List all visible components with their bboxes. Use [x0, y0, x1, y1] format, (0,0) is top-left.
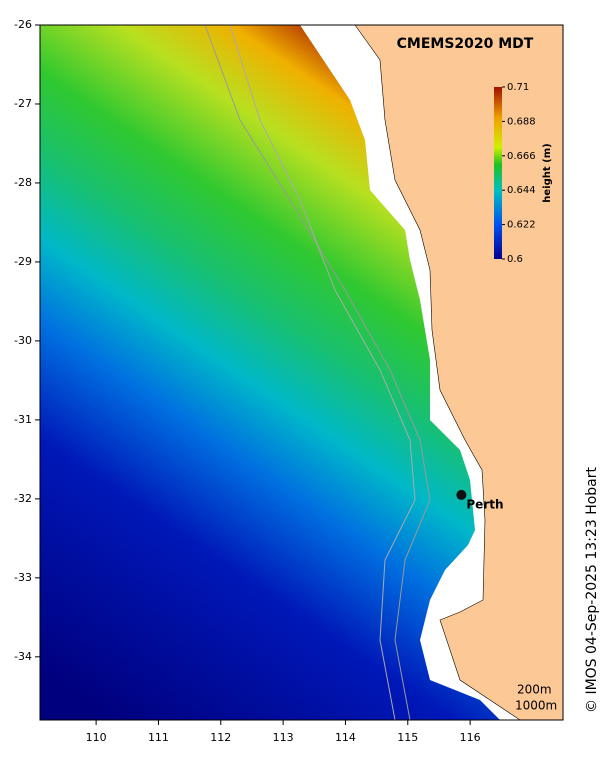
- colorbar-tick-label: 0.71: [507, 82, 529, 93]
- y-tick-label: -28: [14, 176, 32, 189]
- place-label: Perth: [466, 497, 503, 511]
- isobath-200m: [204, 24, 431, 721]
- x-tick-label: 112: [210, 731, 231, 744]
- plot-frame: [39, 24, 564, 721]
- y-tick-label: -34: [14, 650, 32, 663]
- contour-legend: 200m: [517, 683, 552, 697]
- colorbar-label: height (m): [542, 143, 553, 202]
- map-title: CMEMS2020 MDT: [397, 36, 534, 52]
- y-tick-label: -30: [14, 334, 32, 347]
- colorbar-tick-label: 0.666: [507, 151, 536, 162]
- credit: © IMOS 04-Sep-2025 13:23 Hobart: [584, 466, 600, 713]
- mdt-field: [40, 25, 500, 720]
- y-tick-label: -33: [14, 571, 32, 584]
- x-tick-label: 115: [397, 731, 418, 744]
- y-tick-label: -27: [14, 97, 32, 110]
- colorbar-tick-label: 0.6: [507, 254, 523, 265]
- y-tick-label: -32: [14, 492, 32, 505]
- colorbar: [494, 87, 502, 259]
- x-tick-label: 114: [335, 731, 356, 744]
- y-tick-label: -31: [14, 413, 32, 426]
- land: [354, 24, 564, 721]
- colorbar-tick-label: 0.644: [507, 185, 536, 196]
- place-marker: [456, 489, 467, 500]
- x-tick-label: 111: [148, 731, 169, 744]
- isobath-1000m: [229, 24, 416, 721]
- colorbar-tick-label: 0.622: [507, 220, 536, 231]
- colorbar-tick-label: 0.688: [507, 116, 536, 127]
- y-tick-label: -29: [14, 255, 32, 268]
- x-tick-label: 110: [86, 731, 107, 744]
- contour-legend: 1000m: [515, 699, 557, 713]
- y-tick-label: -26: [14, 18, 32, 31]
- x-tick-label: 113: [273, 731, 294, 744]
- x-tick-label: 116: [460, 731, 481, 744]
